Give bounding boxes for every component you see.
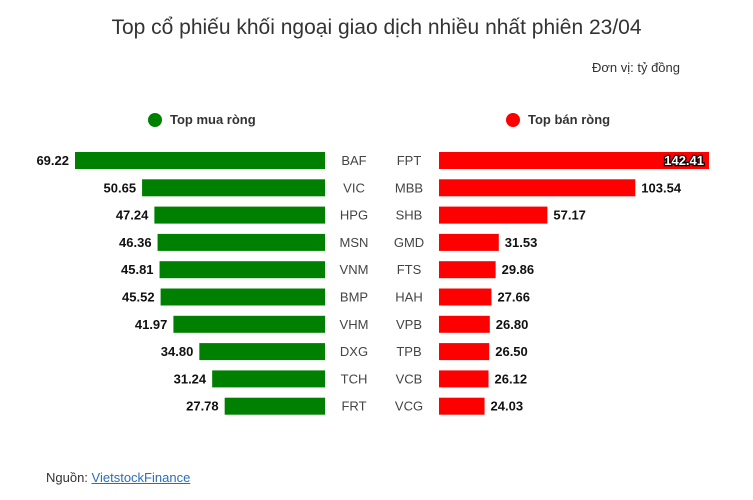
sell-bar [439, 315, 490, 333]
buy-category-label: VHM [340, 317, 369, 332]
buy-bar [75, 152, 325, 169]
buy-category-label: FRT [341, 399, 366, 414]
buy-value-label: 45.52 [122, 290, 155, 305]
sell-bar [439, 179, 636, 197]
sell-category-label: GMD [394, 235, 424, 250]
sell-bar [439, 288, 492, 306]
legend-buy-dot [148, 112, 162, 127]
buy-value-label: 47.24 [116, 208, 149, 223]
buy-value-label: 41.97 [135, 317, 168, 332]
sell-category-label: MBB [395, 180, 423, 195]
legend-sell: Top bán ròng [506, 112, 610, 127]
sell-value-label: 26.80 [496, 317, 529, 332]
buy-value-label: 34.80 [161, 344, 194, 359]
buy-bar [142, 179, 325, 197]
sell-value-label: 27.66 [497, 290, 530, 305]
buy-value-label: 69.22 [36, 153, 69, 168]
source-prefix: Nguồn: [46, 470, 92, 485]
buy-bar [160, 288, 325, 306]
sell-category-label: FTS [397, 262, 422, 277]
sell-bar [439, 206, 548, 224]
buy-value-label: 45.81 [121, 262, 154, 277]
sell-category-label: VCG [395, 399, 423, 414]
sell-bar [439, 261, 496, 279]
legend-buy: Top mua ròng [148, 112, 256, 127]
sell-value-label: 26.50 [495, 344, 528, 359]
buy-bar [224, 397, 325, 415]
sell-value-label: 29.86 [502, 262, 535, 277]
buy-category-label: BAF [341, 153, 366, 168]
buy-value-label: 46.36 [119, 235, 152, 250]
sell-value-label: 31.53 [505, 235, 538, 250]
buy-category-label: VIC [343, 180, 365, 195]
sell-category-label: TPB [396, 344, 421, 359]
source-link[interactable]: VietstockFinance [91, 470, 191, 485]
sell-value-label: 26.12 [495, 371, 528, 386]
unit-label: Đơn vị: tỷ đồng [591, 60, 680, 75]
sell-bar [439, 397, 485, 415]
buy-bar [159, 261, 325, 279]
buy-bar [212, 370, 325, 388]
buy-bar [173, 315, 325, 333]
sell-bar [439, 233, 499, 251]
buy-category-label: HPG [340, 208, 368, 223]
legend-sell-label: Top bán ròng [528, 112, 611, 127]
legend-sell-dot [506, 112, 520, 127]
sell-category-label: HAH [395, 290, 422, 305]
buy-bar [154, 206, 325, 224]
sell-category-label: FPT [397, 153, 422, 168]
source-note: Nguồn: VietstockFinance [46, 470, 190, 485]
buy-bar [199, 343, 325, 361]
buy-category-label: MSN [340, 235, 369, 250]
buy-bar [157, 233, 325, 251]
sell-category-label: SHB [396, 208, 423, 223]
sell-value-label: 24.03 [491, 399, 524, 414]
sell-bar [439, 152, 709, 169]
sell-category-label: VPB [396, 317, 422, 332]
sell-bar [439, 343, 490, 361]
buy-value-label: 50.65 [104, 180, 137, 195]
buy-value-label: 31.24 [174, 371, 207, 386]
sell-value-label: 103.54 [641, 180, 682, 195]
sell-value-label: 57.17 [553, 208, 586, 223]
buy-category-label: TCH [341, 371, 368, 386]
buy-category-label: VNM [340, 262, 369, 277]
sell-value-label: 142.41 [664, 153, 704, 168]
legend-buy-label: Top mua ròng [170, 112, 256, 127]
chart-title: Top cổ phiếu khối ngoại giao dịch nhiều … [111, 16, 642, 39]
buy-category-label: DXG [340, 344, 368, 359]
sell-category-label: VCB [396, 371, 423, 386]
sell-bar [439, 370, 489, 388]
buy-value-label: 27.78 [186, 399, 219, 414]
buy-category-label: BMP [340, 290, 368, 305]
